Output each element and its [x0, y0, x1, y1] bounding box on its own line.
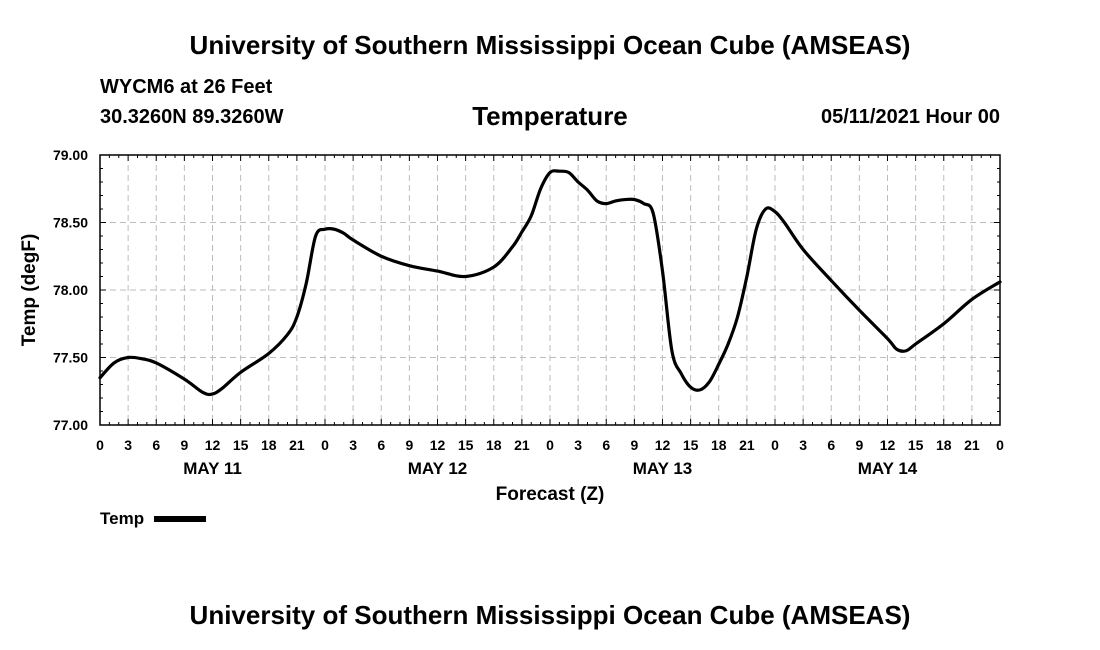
- x-tick-label: 12: [655, 437, 671, 453]
- x-tick-label: 15: [233, 437, 249, 453]
- x-axis-label: Forecast (Z): [496, 484, 605, 505]
- x-tick-label: 0: [771, 437, 779, 453]
- x-tick-label: 0: [96, 437, 104, 453]
- x-tick-label: 21: [964, 437, 980, 453]
- day-label: MAY 14: [858, 459, 918, 478]
- x-tick-label: 0: [546, 437, 554, 453]
- plot-frame: [99, 154, 1001, 426]
- x-tick-label: 15: [458, 437, 474, 453]
- legend-line-swatch: [154, 516, 207, 522]
- x-tick-label: 21: [739, 437, 755, 453]
- forecast-datetime: 05/11/2021 Hour 00: [820, 106, 1000, 128]
- x-tick-label: 18: [261, 437, 277, 453]
- x-tick-label: 6: [152, 437, 160, 453]
- x-tick-labels: 0 3 6 9 12 15 18 21 0 3 6 9 12 15 18 21 0 3 6 9 12 15 18 21 0 3 6 9…: [96, 437, 1004, 453]
- x-tick-label: 0: [996, 437, 1004, 453]
- day-labels: MAY 11 MAY 12 MAY 13 MAY 14: [183, 459, 918, 478]
- chart-title: Temperature: [472, 101, 628, 131]
- y-tick-label: 77.50: [53, 350, 88, 366]
- x-tick-label: 3: [349, 437, 357, 453]
- legend: Temp: [100, 509, 207, 529]
- page-title: University of Southern Mississippi Ocean…: [189, 30, 911, 60]
- y-tick-label: 78.00: [53, 282, 88, 298]
- x-tick-label: 9: [630, 437, 638, 453]
- x-tick-label: 21: [289, 437, 305, 453]
- x-tick-label: 9: [855, 437, 863, 453]
- x-tick-label: 21: [514, 437, 530, 453]
- x-tick-label: 6: [602, 437, 610, 453]
- x-tick-label: 12: [430, 437, 446, 453]
- x-tick-label: 12: [205, 437, 221, 453]
- footer-title: University of Southern Mississippi Ocean…: [189, 600, 911, 630]
- x-tick-label: 18: [486, 437, 502, 453]
- y-tick-labels: 77.00 77.50 78.00 78.50 79.00: [53, 147, 88, 433]
- x-tick-label: 0: [321, 437, 329, 453]
- series-line-temp: [98, 169, 1002, 397]
- x-tick-label: 3: [799, 437, 807, 453]
- day-label: MAY 13: [633, 459, 693, 478]
- x-tick-label: 3: [124, 437, 132, 453]
- y-tick-label: 78.50: [53, 215, 88, 231]
- x-tick-label: 9: [180, 437, 188, 453]
- x-tick-label: 6: [377, 437, 385, 453]
- day-label: MAY 11: [183, 459, 242, 478]
- x-tick-label: 18: [936, 437, 952, 453]
- y-tick-label: 79.00: [53, 147, 88, 163]
- day-label: MAY 12: [408, 459, 468, 478]
- x-tick-label: 18: [711, 437, 727, 453]
- series-layer: [98, 169, 1002, 397]
- x-tick-label: 3: [574, 437, 582, 453]
- grid-lines: [100, 155, 1000, 425]
- y-tick-label: 77.00: [53, 417, 88, 433]
- coordinates-label: 30.3260N 89.3260W: [100, 106, 284, 128]
- x-tick-label: 6: [827, 437, 835, 453]
- y-axis-label: Temp (degF): [19, 234, 40, 347]
- x-tick-label: 15: [908, 437, 924, 453]
- station-label: WYCM6 at 26 Feet: [100, 76, 273, 98]
- legend-label: Temp: [100, 509, 145, 528]
- x-tick-label: 9: [405, 437, 413, 453]
- x-tick-label: 12: [880, 437, 896, 453]
- x-tick-label: 15: [683, 437, 699, 453]
